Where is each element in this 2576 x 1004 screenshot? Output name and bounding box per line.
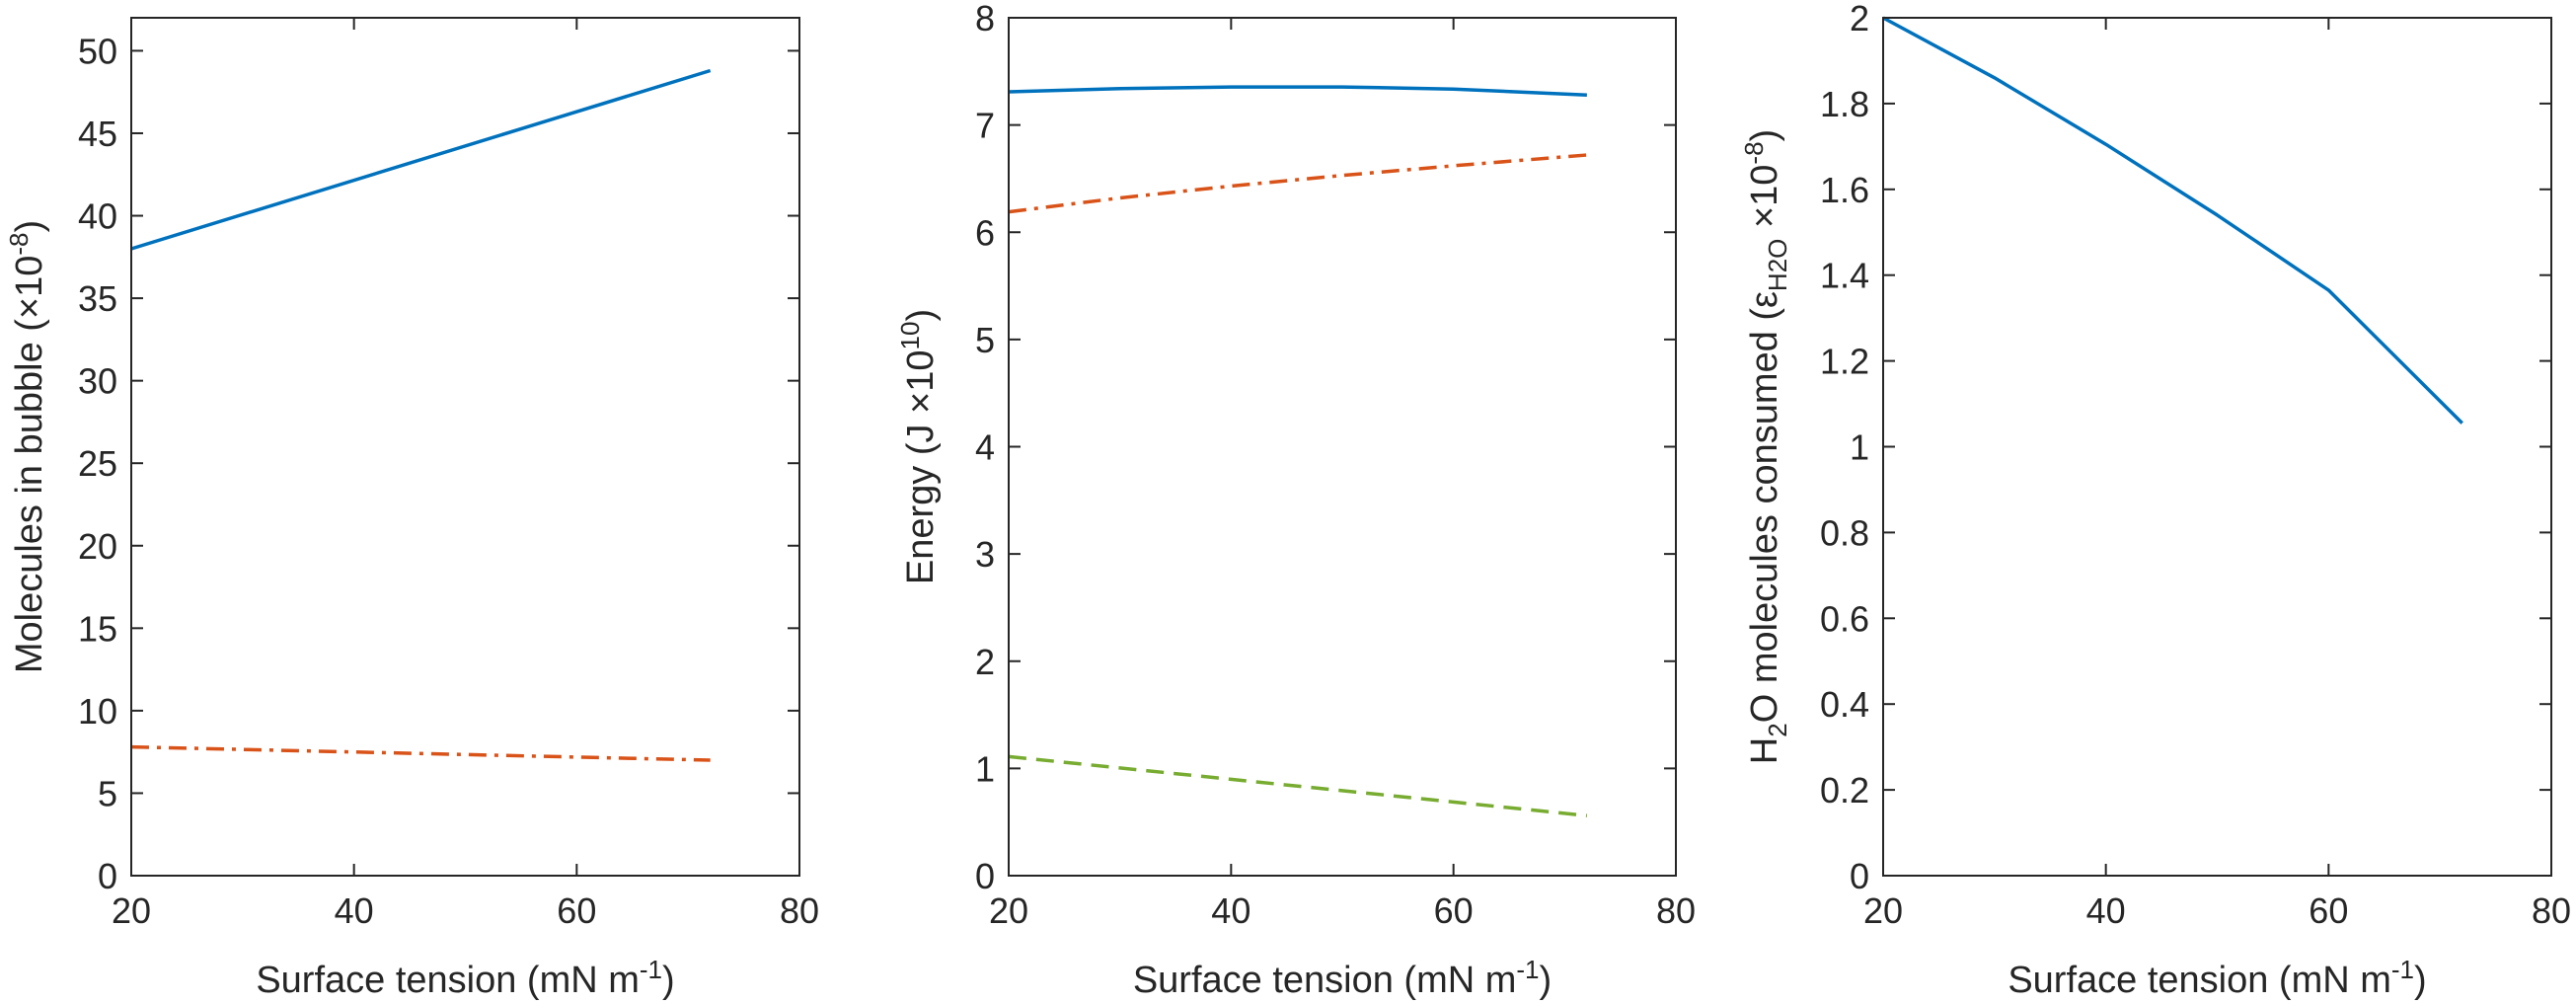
series-line-2 xyxy=(130,744,711,762)
axes-frame xyxy=(130,17,800,877)
axes-frame xyxy=(1008,17,1677,877)
x-tick-label: 20 xyxy=(112,890,151,931)
y-tick-label: 2 xyxy=(975,642,995,682)
y-tick-label: 25 xyxy=(78,443,117,484)
y-tick-label: 1.2 xyxy=(1820,342,1869,382)
y-axis-label: Molecules in bubble (×10-8) xyxy=(4,220,50,673)
y-tick-label: 4 xyxy=(975,427,995,468)
series-line-3 xyxy=(1008,754,1588,817)
y-tick-label: 0.6 xyxy=(1820,598,1869,639)
y-tick-label: 0.8 xyxy=(1820,512,1869,553)
x-tick-label: 80 xyxy=(1656,890,1696,931)
y-tick-label: 50 xyxy=(78,31,117,71)
x-tick-label: 40 xyxy=(1211,890,1250,931)
x-axis-label: Surface tension (mN m-1) xyxy=(2008,955,2426,1001)
y-tick-label: 15 xyxy=(78,608,117,649)
y-tick-label: 1.8 xyxy=(1820,84,1869,124)
plot-lines xyxy=(130,68,712,762)
y-tick-label: 8 xyxy=(975,0,995,39)
series-line-1 xyxy=(1882,16,2463,425)
x-tick-label: 80 xyxy=(780,890,819,931)
series-line-1 xyxy=(1008,85,1587,97)
x-axis-label: Surface tension (mN m-1) xyxy=(256,955,674,1001)
x-tick-label: 20 xyxy=(1863,890,1903,931)
y-tick-label: 1 xyxy=(975,748,995,789)
x-tick-label: 80 xyxy=(2532,890,2571,931)
y-tick-label: 2 xyxy=(1850,0,1869,39)
y-tick-label: 7 xyxy=(975,106,995,146)
y-tick-label: 0 xyxy=(1850,856,1869,896)
series-line-1 xyxy=(130,68,712,251)
x-tick-label: 20 xyxy=(989,890,1028,931)
y-tick-label: 45 xyxy=(78,114,117,154)
y-tick-label: 0 xyxy=(975,856,995,896)
axes-frame xyxy=(1882,17,2552,877)
series-line-2 xyxy=(1008,153,1588,214)
y-tick-label: 30 xyxy=(78,361,117,402)
y-tick-label: 40 xyxy=(78,196,117,237)
x-tick-label: 40 xyxy=(335,890,374,931)
plot-lines xyxy=(1882,16,2463,425)
y-axis-label: H2O molecules consumed (εH2O ×10-8) xyxy=(1739,129,1792,764)
axis-ticks: 20 40 60 80 0 1 2 3 4 5 6 7 8 xyxy=(975,0,1696,931)
x-axis-label: Surface tension (mN m-1) xyxy=(1133,955,1552,1001)
y-tick-label: 5 xyxy=(975,320,995,360)
y-tick-label: 1 xyxy=(1850,427,1869,468)
y-tick-label: 0 xyxy=(98,856,117,896)
axis-ticks: 20 40 60 80 0 5 10 15 20 25 30 35 40 45 50 xyxy=(78,18,819,931)
x-tick-label: 60 xyxy=(1434,890,1474,931)
y-tick-label: 3 xyxy=(975,534,995,575)
chart-panel-energy: 20 40 60 80 0 1 2 3 4 5 6 7 8 Surface tension (mN m-… xyxy=(895,0,1696,1001)
y-tick-label: 0.2 xyxy=(1820,770,1869,811)
y-tick-label: 1.6 xyxy=(1820,170,1869,210)
y-tick-label: 6 xyxy=(975,212,995,253)
y-tick-label: 35 xyxy=(78,278,117,319)
y-tick-label: 10 xyxy=(78,691,117,732)
y-tick-label: 0.4 xyxy=(1820,684,1869,725)
y-tick-label: 20 xyxy=(78,526,117,567)
axis-ticks: 20 40 60 80 0 0.2 0.4 0.6 0.8 1 1.2 1.4 1.6 1.8 2 xyxy=(1820,0,2571,931)
x-tick-label: 40 xyxy=(2086,890,2126,931)
y-axis-label: Energy (J ×1010) xyxy=(895,309,942,584)
x-tick-label: 60 xyxy=(557,890,596,931)
x-tick-label: 60 xyxy=(2309,890,2348,931)
chart-panel-molecules: 20 40 60 80 0 5 10 15 20 25 30 35 40 45 50 Surface ten… xyxy=(4,17,819,1001)
plot-lines xyxy=(1008,85,1588,817)
chart-panel-h2o: 20 40 60 80 0 0.2 0.4 0.6 0.8 1 1.2 1.4 1.6 1.8 2 Surf… xyxy=(1739,0,2571,1001)
y-tick-label: 5 xyxy=(98,773,117,813)
y-tick-label: 1.4 xyxy=(1820,256,1869,296)
